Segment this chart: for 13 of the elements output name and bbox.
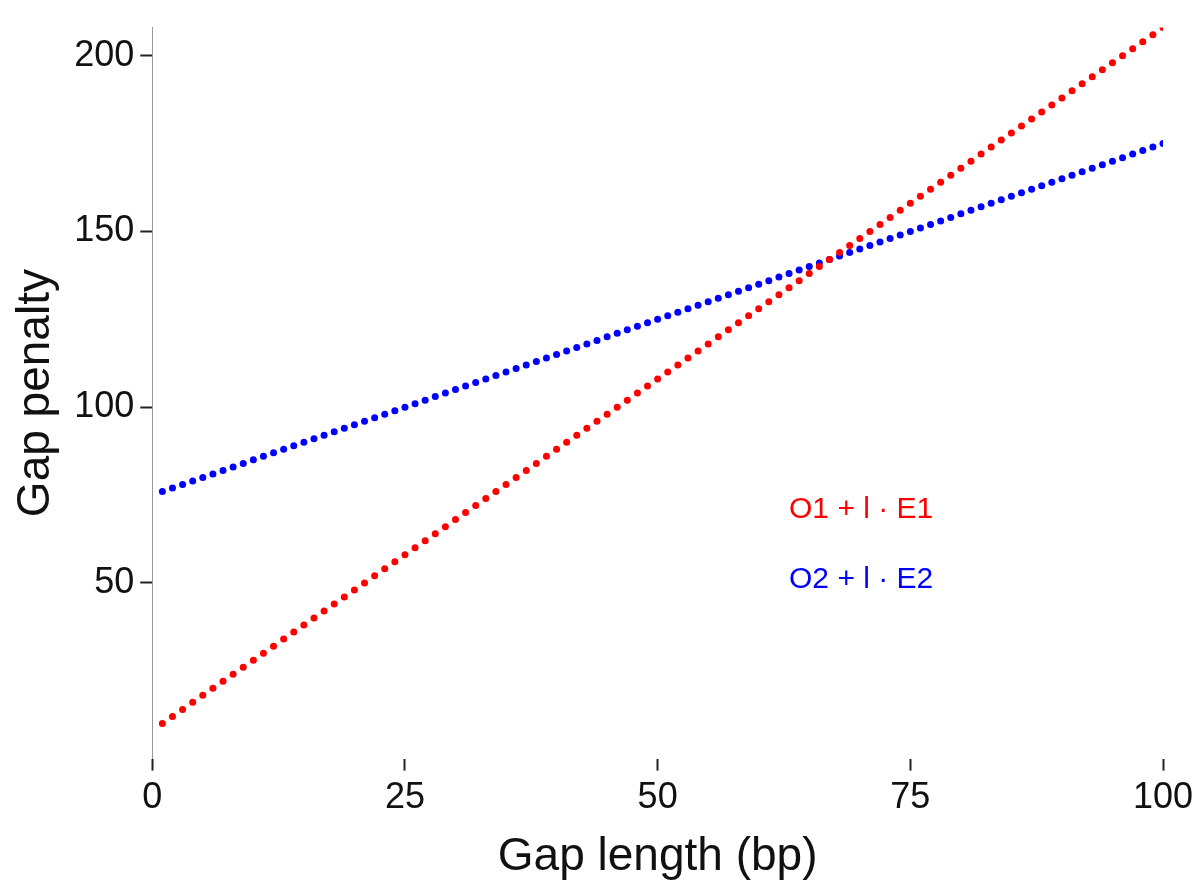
text: O2 + l · E2	[789, 561, 934, 595]
y-axis-title: Gap penalty	[7, 269, 60, 518]
y-tick-label: 50	[94, 559, 135, 601]
x-tick-label: 25	[384, 775, 425, 817]
y-tick-label: 200	[74, 32, 135, 74]
y-tick-label: 100	[74, 384, 135, 426]
x-tick-label: 75	[890, 775, 931, 817]
x-axis-title: Gap length (bp)	[497, 828, 818, 881]
x-tick-label: 50	[637, 775, 678, 817]
y-tick-label: 150	[74, 208, 135, 250]
x-tick-label: 0	[142, 775, 163, 817]
x-tick-label: 100	[1132, 775, 1194, 817]
text: O1 + l · E1	[789, 491, 934, 525]
